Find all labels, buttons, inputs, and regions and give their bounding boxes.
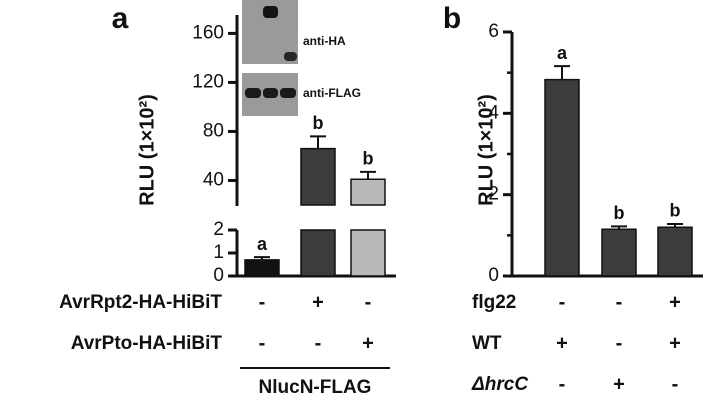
significance-letter: a: [257, 234, 268, 254]
y-tick-label: 160: [192, 22, 224, 43]
y-tick-label: 40: [203, 169, 224, 190]
condition-value: -: [616, 291, 623, 313]
condition-value: -: [559, 373, 566, 395]
panel-label: a: [112, 2, 129, 35]
condition-value: -: [315, 332, 322, 354]
condition-value: -: [559, 291, 566, 313]
condition-value: +: [556, 332, 568, 354]
bar: [300, 147, 336, 277]
blot-band: [263, 6, 278, 18]
blot-band: [263, 88, 278, 98]
significance-letter: a: [557, 43, 568, 63]
bar: [244, 259, 280, 277]
error-bar: [554, 65, 570, 80]
condition-value: -: [259, 332, 266, 354]
y-tick-label: 4: [488, 102, 499, 123]
condition-value: -: [616, 332, 623, 354]
significance-letter: b: [363, 149, 374, 169]
blot-band: [245, 88, 261, 98]
panel-label: b: [443, 2, 461, 35]
y-axis-label: RLU (1×10²): [475, 94, 497, 206]
condition-label: flg22: [472, 292, 516, 313]
error-bar: [310, 135, 326, 149]
y-tick-label: 0: [213, 265, 224, 286]
bar: [544, 78, 580, 277]
y-tick-label: 1: [213, 242, 224, 263]
inset-label: anti-FLAG: [303, 86, 361, 100]
condition-label: AvrPto-HA-HiBiT: [71, 333, 223, 354]
condition-value: +: [669, 332, 681, 354]
blot-inset: anti-HA anti-FLAG: [242, 0, 361, 116]
condition-value: +: [669, 291, 681, 313]
y-tick-label: 2: [488, 184, 499, 205]
condition-value: -: [672, 373, 679, 395]
bar: [350, 178, 386, 277]
condition-value: -: [365, 291, 372, 313]
bar: [601, 228, 637, 277]
significance-letter: b: [614, 203, 625, 223]
inset-label: anti-HA: [303, 34, 346, 48]
y-tick-label: 6: [488, 21, 499, 42]
bar: [657, 226, 693, 277]
condition-label: ΔhrcC: [471, 374, 528, 395]
y-tick-label: 0: [488, 265, 499, 286]
error-bar: [667, 222, 683, 228]
significance-letter: b: [313, 113, 324, 133]
condition-label: WT: [472, 333, 502, 354]
error-bar: [611, 225, 627, 230]
blot-band: [284, 52, 297, 61]
blot-band: [280, 88, 296, 98]
condition-value: +: [312, 291, 324, 313]
condition-value: +: [362, 332, 374, 354]
condition-label: AvrRpt2-HA-HiBiT: [59, 292, 222, 313]
y-tick-label: 120: [192, 71, 224, 92]
significance-letter: b: [670, 201, 681, 221]
y-axis-label: RLU (1×10²): [136, 94, 158, 206]
error-bar: [360, 170, 376, 180]
group-label: NlucN-FLAG: [259, 377, 372, 398]
condition-value: +: [613, 373, 625, 395]
y-tick-label: 80: [203, 120, 224, 141]
error-bar: [254, 256, 270, 260]
y-tick-label: 2: [213, 219, 224, 240]
condition-value: -: [259, 291, 266, 313]
